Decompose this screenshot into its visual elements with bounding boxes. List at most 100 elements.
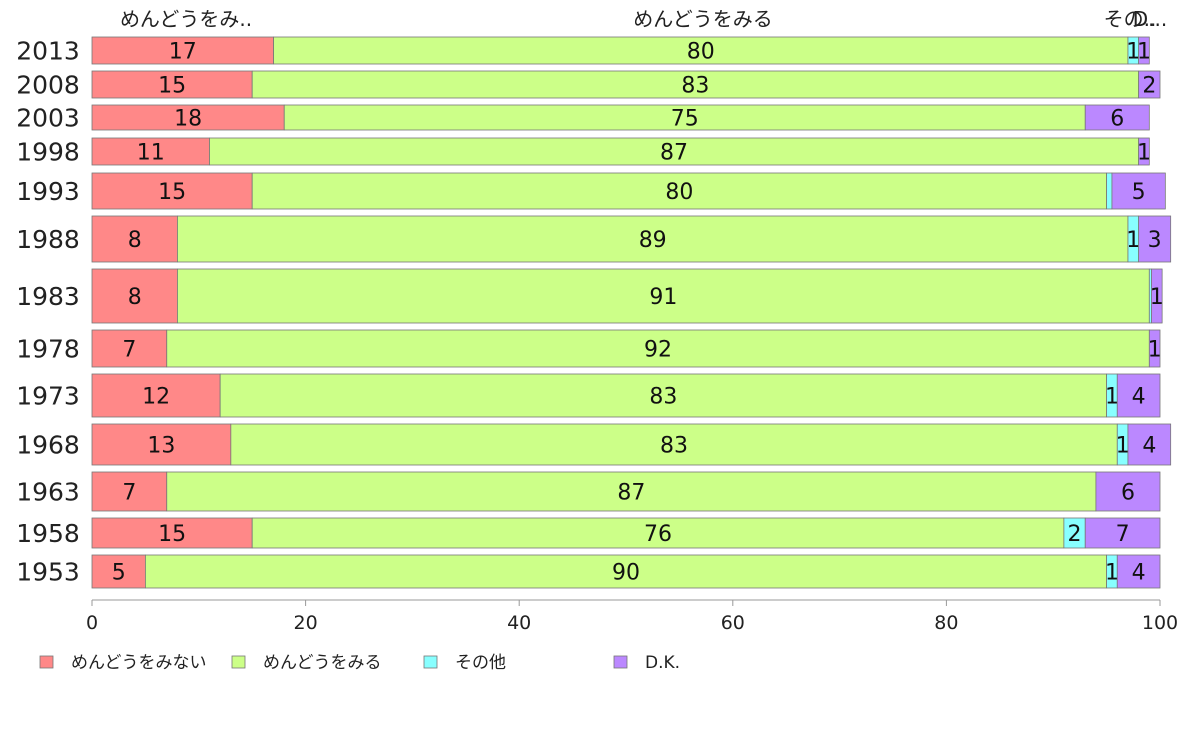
bar-segment [1095, 471, 1161, 512]
legend-label: その他 [455, 653, 506, 673]
bar-segment [91, 423, 232, 466]
bar-segment [177, 268, 1150, 324]
bar-segment [1084, 104, 1150, 131]
bar-segment [251, 70, 1140, 99]
column-header: D... [1133, 7, 1167, 31]
y-tick-label: 1968 [16, 431, 80, 460]
y-tick-label: 1953 [16, 558, 80, 587]
data-label: 92 [644, 338, 672, 363]
bar-segment [91, 137, 210, 166]
data-label: 75 [671, 107, 699, 132]
x-tick-label: 20 [294, 612, 318, 634]
legend-item: その他 [423, 653, 506, 673]
data-label: 4 [1142, 434, 1156, 459]
data-label: 15 [158, 74, 186, 99]
y-tick-label: 1978 [16, 335, 80, 364]
bar-segment [1116, 554, 1161, 589]
bar-segment [251, 517, 1065, 549]
data-label: 91 [649, 285, 677, 310]
bar-segment [1106, 172, 1113, 210]
bar-segment [283, 104, 1086, 131]
y-tick-label: 2003 [16, 104, 80, 133]
legend-swatch [39, 655, 54, 669]
data-label: 4 [1132, 561, 1146, 586]
data-label: 1 [1105, 385, 1119, 410]
bar-segment [1148, 329, 1161, 368]
bar-segment [1116, 373, 1161, 418]
x-tick-label: 40 [507, 612, 531, 634]
data-label: 83 [660, 434, 688, 459]
bar-segment [91, 517, 253, 549]
data-label: 80 [665, 180, 693, 205]
bar-segment [91, 268, 178, 324]
bar-segment [144, 554, 1108, 589]
data-label: 15 [158, 180, 186, 205]
data-label: 76 [644, 522, 672, 547]
legend-label: めんどうをみる [263, 653, 382, 673]
data-label: 83 [649, 385, 677, 410]
bar-segment [91, 554, 146, 589]
bar-segment [1127, 423, 1172, 466]
bar-segment [177, 215, 1129, 263]
x-tick-label: 0 [86, 612, 98, 634]
data-label: 7 [122, 481, 136, 506]
data-label: 17 [169, 40, 197, 65]
bar-segment [273, 36, 1129, 65]
y-tick-label: 2013 [16, 37, 80, 66]
data-label: 1 [1148, 338, 1162, 363]
data-label: 1 [1150, 285, 1164, 310]
column-header: その.. [1104, 7, 1157, 31]
legend-swatch [423, 655, 438, 669]
legend-label: めんどうをみない [71, 653, 207, 673]
data-label: 89 [639, 228, 667, 253]
legend-item: D.K. [613, 653, 680, 673]
data-label: 11 [137, 141, 165, 166]
data-label: 2 [1068, 522, 1082, 547]
data-label: 1 [1126, 40, 1140, 65]
y-tick-label: 2008 [16, 71, 80, 100]
data-label: 3 [1148, 228, 1162, 253]
legend-swatch [613, 655, 628, 669]
data-label: 1 [1116, 434, 1130, 459]
data-label: 87 [660, 141, 688, 166]
legend-swatch [231, 655, 246, 669]
data-label: 7 [1116, 522, 1130, 547]
data-label: 1 [1105, 561, 1119, 586]
bar-segment [91, 36, 274, 65]
data-label: 12 [142, 385, 170, 410]
data-label: 8 [128, 228, 142, 253]
x-tick-label: 100 [1142, 612, 1178, 634]
y-tick-label: 1958 [16, 519, 80, 548]
bar-segment [209, 137, 1140, 166]
y-tick-label: 1993 [16, 177, 80, 206]
x-tick-label: 60 [721, 612, 745, 634]
bar-segment [251, 172, 1108, 210]
y-tick-label: 1963 [16, 478, 80, 507]
data-label: 5 [112, 561, 126, 586]
data-label: 1 [1137, 40, 1151, 65]
bar-segment [91, 172, 253, 210]
data-label: 83 [681, 74, 709, 99]
data-label: 90 [612, 561, 640, 586]
bar-segment [166, 471, 1097, 512]
y-tick-label: 1983 [16, 282, 80, 311]
bar-segment [1111, 172, 1166, 210]
data-label: 1 [1126, 228, 1140, 253]
legend-label: D.K. [645, 653, 680, 673]
data-label: 13 [147, 434, 175, 459]
bar-segment [91, 70, 253, 99]
bar-segment [1138, 36, 1150, 65]
data-label: 5 [1132, 180, 1146, 205]
data-label: 6 [1110, 107, 1124, 132]
data-label: 18 [174, 107, 202, 132]
data-label: 7 [122, 338, 136, 363]
y-tick-label: 1988 [16, 225, 80, 254]
legend-item: めんどうをみない [39, 653, 207, 673]
data-label: 87 [617, 481, 645, 506]
bar-segment [91, 373, 221, 418]
data-label: 8 [128, 285, 142, 310]
y-tick-label: 1998 [16, 138, 80, 167]
bar-segment [166, 329, 1150, 368]
bar-segment [219, 373, 1108, 418]
